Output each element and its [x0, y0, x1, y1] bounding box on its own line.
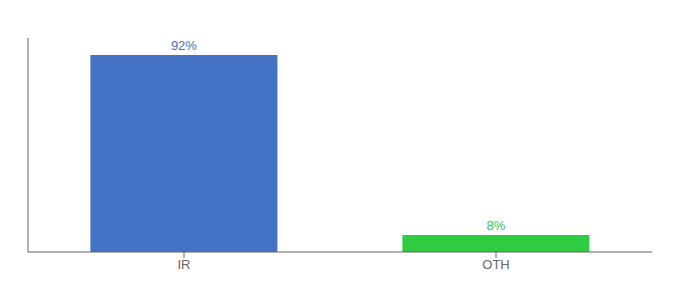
svg-text:8%: 8%: [487, 218, 506, 233]
svg-text:IR: IR: [178, 257, 191, 272]
svg-text:92%: 92%: [171, 38, 197, 53]
svg-text:OTH: OTH: [482, 257, 509, 272]
